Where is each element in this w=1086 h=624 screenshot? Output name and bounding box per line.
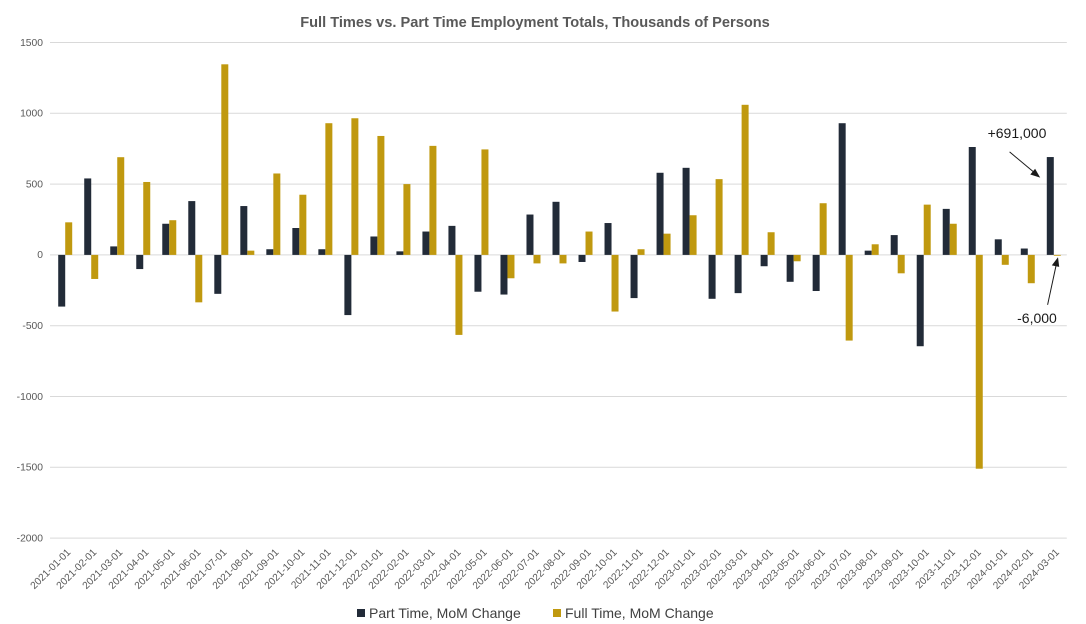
svg-text:-500: -500 (22, 321, 43, 332)
svg-text:+691,000: +691,000 (988, 125, 1047, 141)
svg-text:Full Times vs. Part Time Emplo: Full Times vs. Part Time Employment Tota… (300, 15, 770, 31)
svg-text:-1500: -1500 (17, 463, 44, 474)
svg-text:500: 500 (26, 179, 43, 190)
svg-text:-6,000: -6,000 (1017, 310, 1057, 326)
svg-text:-2000: -2000 (17, 533, 44, 544)
svg-text:1500: 1500 (20, 38, 43, 49)
svg-text:1000: 1000 (20, 109, 43, 120)
svg-text:-1000: -1000 (17, 392, 44, 403)
svg-text:Part Time, MoM Change: Part Time, MoM Change (369, 605, 521, 621)
svg-text:0: 0 (37, 250, 43, 261)
svg-text:Full Time, MoM Change: Full Time, MoM Change (565, 605, 714, 621)
